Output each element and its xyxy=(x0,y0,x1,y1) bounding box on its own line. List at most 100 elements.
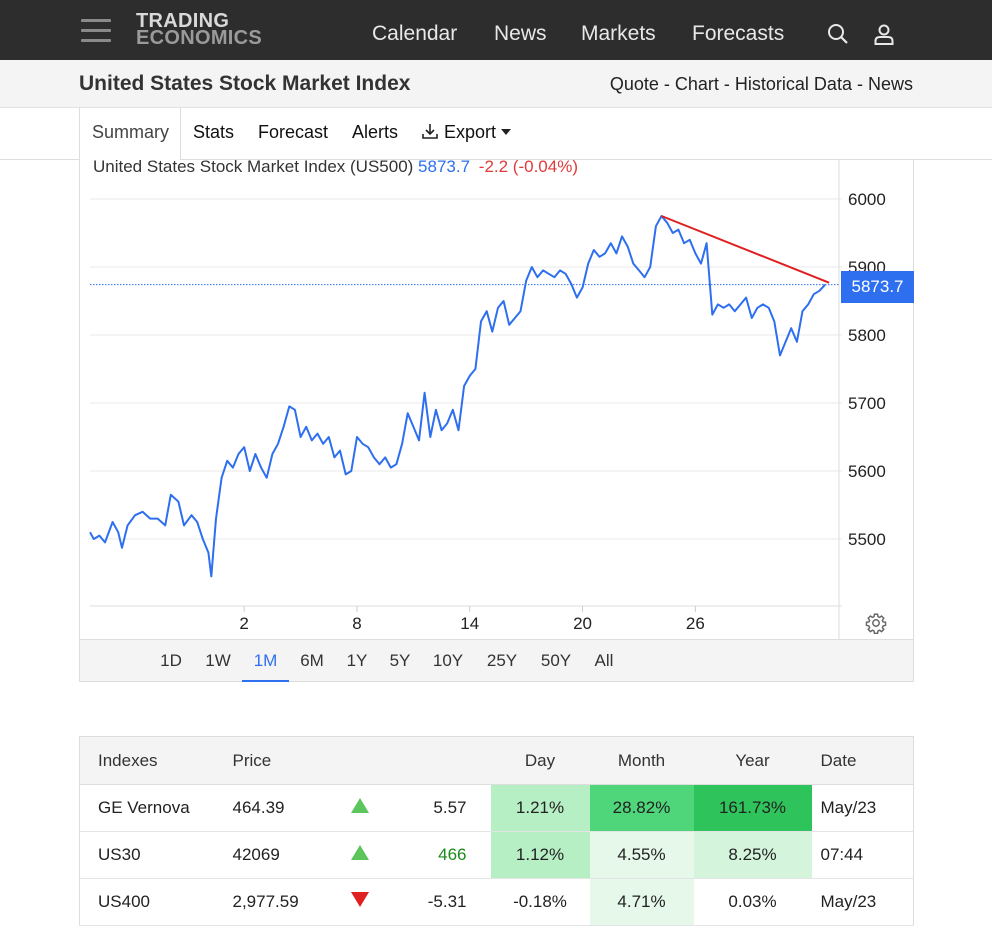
top-navbar: TRADING ECONOMICS Calendar News Markets … xyxy=(0,0,992,60)
breadcrumb-separator: - xyxy=(856,74,868,94)
index-price: 42069 xyxy=(232,831,325,879)
x-tick-label: 26 xyxy=(686,614,705,633)
tab-summary-label: Summary xyxy=(92,122,170,142)
page-title: United States Stock Market Index xyxy=(79,72,411,95)
y-tick-label: 5700 xyxy=(848,394,886,413)
col-indexes[interactable]: Indexes xyxy=(79,736,233,785)
caret-down-icon xyxy=(501,129,512,135)
index-name[interactable]: US30 xyxy=(79,831,233,879)
menu-icon[interactable] xyxy=(81,19,111,43)
arrow-up-icon xyxy=(350,798,369,813)
index-name[interactable]: US400 xyxy=(79,878,233,926)
index-day-pct: -0.18% xyxy=(490,878,590,926)
y-tick-label: 5800 xyxy=(848,326,886,345)
logo-line-1: TRADING xyxy=(136,10,230,32)
arrow-down-icon xyxy=(350,892,369,907)
range-5y[interactable]: 5Y xyxy=(389,651,411,670)
nav-forecasts[interactable]: Forecasts xyxy=(692,22,785,45)
tab-forecast[interactable]: Forecast xyxy=(258,122,329,142)
range-1y[interactable]: 1Y xyxy=(346,651,368,670)
y-tick-label: 5500 xyxy=(848,530,886,549)
index-price: 464.39 xyxy=(232,784,325,832)
x-tick-label: 20 xyxy=(573,614,592,633)
table-header-row: Indexes Price Day Month Year Date xyxy=(79,736,914,785)
index-month-pct: 4.55% xyxy=(589,831,694,879)
range-25y[interactable]: 25Y xyxy=(486,651,518,670)
direction-cell xyxy=(324,784,395,832)
table-body: GE Vernova 464.39 5.57 1.21% 28.82% 161.73% Ma… xyxy=(79,784,914,926)
index-day-pct: 1.21% xyxy=(490,784,590,832)
range-1m[interactable]: 1M xyxy=(242,640,289,682)
time-range-bar: 1D 1W 1M 6M 1Y 5Y 10Y 25Y 50Y All xyxy=(80,639,913,682)
download-icon xyxy=(422,124,438,139)
index-change: 5.57 xyxy=(394,784,491,832)
col-year[interactable]: Year xyxy=(693,736,812,785)
price-series-line xyxy=(89,215,826,578)
index-name[interactable]: GE Vernova xyxy=(79,784,233,832)
settings-gear-icon[interactable] xyxy=(865,612,887,634)
logo-line-2: ECONOMICS xyxy=(136,27,263,49)
index-month-pct: 4.71% xyxy=(589,878,694,926)
index-year-pct: 161.73% xyxy=(693,784,812,832)
breadcrumb-separator: - xyxy=(723,74,735,94)
index-date: May/23 xyxy=(811,784,914,832)
col-month[interactable]: Month xyxy=(589,736,694,785)
chart-last-price: 5873.7 xyxy=(418,157,471,176)
indexes-table: Indexes Price Day Month Year Date GE Ver… xyxy=(79,736,914,926)
index-year-pct: 0.03% xyxy=(693,878,812,926)
tab-export[interactable]: Export xyxy=(421,122,512,143)
range-1d[interactable]: 1D xyxy=(160,651,182,670)
range-1w[interactable]: 1W xyxy=(205,651,231,670)
col-price[interactable]: Price xyxy=(232,736,325,785)
nav-calendar[interactable]: Calendar xyxy=(372,22,458,45)
x-tick-label: 2 xyxy=(239,614,248,633)
index-change: -5.31 xyxy=(394,878,491,926)
chart-container: 5500 5600 5700 5800 5900 6000 2 8 14 20 26 United … xyxy=(79,157,915,682)
y-tick-label: 6000 xyxy=(848,190,886,209)
index-date: 07:44 xyxy=(811,831,914,879)
tab-summary[interactable]: Summary xyxy=(79,108,181,160)
y-tick-label: 5600 xyxy=(848,462,886,481)
breadcrumb: Quote - Chart - Historical Data - News xyxy=(610,74,913,95)
index-date: May/23 xyxy=(811,878,914,926)
search-icon[interactable] xyxy=(826,22,850,46)
index-price: 2,977.59 xyxy=(232,878,325,926)
title-bar: United States Stock Market Index Quote -… xyxy=(0,60,992,108)
col-day[interactable]: Day xyxy=(490,736,590,785)
range-10y[interactable]: 10Y xyxy=(432,651,464,670)
x-tick-label: 14 xyxy=(460,614,479,633)
range-50y[interactable]: 50Y xyxy=(540,651,572,670)
chart-change: -2.2 (-0.04%) xyxy=(478,157,578,176)
index-year-pct: 8.25% xyxy=(693,831,812,879)
chart-instrument-name: United States Stock Market Index (US500) xyxy=(93,157,414,176)
arrow-up-icon xyxy=(350,845,369,860)
direction-cell xyxy=(324,831,395,879)
link-news[interactable]: News xyxy=(867,74,913,94)
user-icon[interactable] xyxy=(872,22,896,46)
index-month-pct: 28.82% xyxy=(589,784,694,832)
link-historical-data[interactable]: Historical Data xyxy=(734,74,852,94)
col-change xyxy=(394,736,491,785)
tab-alerts[interactable]: Alerts xyxy=(352,122,399,142)
col-date[interactable]: Date xyxy=(811,736,914,785)
current-price-tag: 5873.7 xyxy=(841,271,914,303)
table-row[interactable]: US400 2,977.59 -5.31 -0.18% 4.71% 0.03% May/23 xyxy=(79,878,914,926)
logo[interactable]: TRADING ECONOMICS xyxy=(136,10,263,49)
nav-news[interactable]: News xyxy=(494,22,547,45)
breadcrumb-separator: - xyxy=(663,74,675,94)
range-all[interactable]: All xyxy=(594,651,614,670)
direction-cell xyxy=(324,878,395,926)
link-chart[interactable]: Chart xyxy=(674,74,719,94)
range-6m[interactable]: 6M xyxy=(300,651,324,670)
tab-bar: Summary Stats Forecast Alerts Export xyxy=(0,108,992,160)
nav-markets[interactable]: Markets xyxy=(581,22,656,45)
col-direction xyxy=(324,736,395,785)
chart-header: United States Stock Market Index (US500)… xyxy=(93,157,578,177)
table-row[interactable]: GE Vernova 464.39 5.57 1.21% 28.82% 161.73% Ma… xyxy=(79,784,914,832)
tab-export-label: Export xyxy=(444,122,497,142)
table-row[interactable]: US30 42069 466 1.12% 4.55% 8.25% 07:44 xyxy=(79,831,914,879)
tab-stats[interactable]: Stats xyxy=(193,122,235,142)
link-quote[interactable]: Quote xyxy=(609,74,659,94)
x-tick-label: 8 xyxy=(352,614,361,633)
